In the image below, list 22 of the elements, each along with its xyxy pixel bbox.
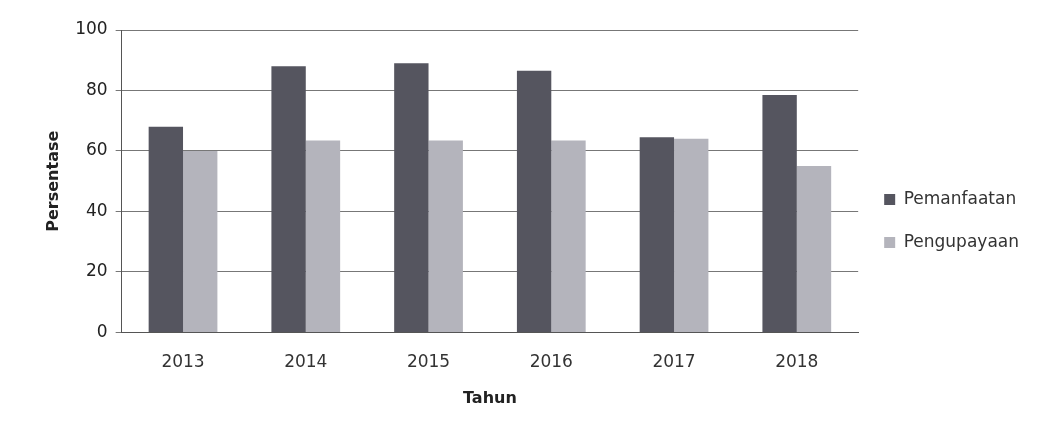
y-tick-label: 20 xyxy=(86,260,108,281)
x-tick-label: 2015 xyxy=(406,351,451,372)
x-tick-label: 2018 xyxy=(775,351,819,372)
legend-label: Pemanfaatan xyxy=(903,187,1017,208)
y-axis-title: Persentase xyxy=(42,130,62,232)
bar xyxy=(796,166,832,332)
x-axis-title: Tahun xyxy=(463,387,517,407)
x-tick-label: 2013 xyxy=(161,351,205,372)
legend-label: Pengupayaan xyxy=(903,230,1020,251)
x-tick-label: 2016 xyxy=(529,351,573,372)
x-tick-label: 2014 xyxy=(284,351,328,372)
bar xyxy=(305,140,341,332)
bar xyxy=(183,150,218,332)
y-tick-label: 80 xyxy=(86,78,108,99)
y-tick-label: 40 xyxy=(86,199,108,220)
bar xyxy=(551,140,586,332)
y-tick-label: 100 xyxy=(75,18,108,39)
bar xyxy=(428,140,463,332)
y-tick-label: 0 xyxy=(96,320,108,341)
bar xyxy=(674,138,709,332)
x-tick-label: 2017 xyxy=(652,351,696,372)
y-tick-label: 60 xyxy=(86,139,108,160)
